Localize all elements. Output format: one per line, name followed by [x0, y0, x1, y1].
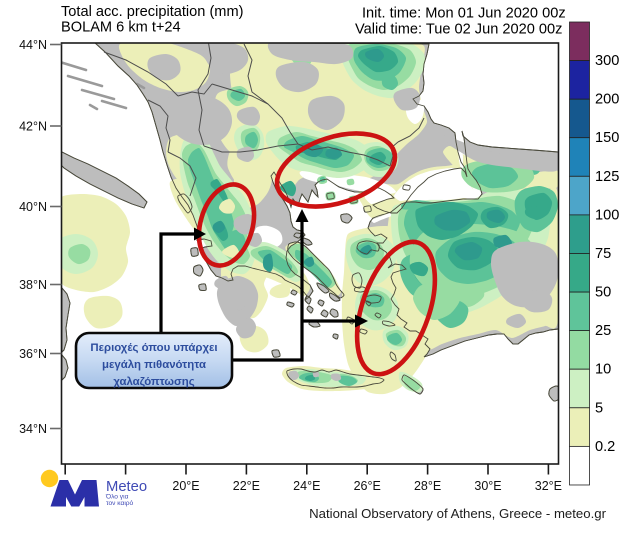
svg-text:38°N: 38°N — [19, 278, 47, 292]
svg-text:32°E: 32°E — [535, 479, 562, 493]
svg-text:30°E: 30°E — [474, 479, 501, 493]
svg-text:300: 300 — [595, 53, 619, 69]
svg-text:20°E: 20°E — [172, 479, 199, 493]
svg-text:Init. time: Mon 01 Jun 2020 00: Init. time: Mon 01 Jun 2020 00z — [362, 6, 566, 22]
svg-text:Meteo: Meteo — [106, 479, 147, 495]
svg-text:40°N: 40°N — [19, 200, 47, 214]
svg-text:μεγάλη πιθανότητα: μεγάλη πιθανότητα — [102, 359, 206, 371]
svg-text:42°N: 42°N — [19, 120, 47, 134]
svg-text:36°N: 36°N — [19, 347, 47, 361]
svg-text:44°N: 44°N — [19, 38, 47, 52]
svg-text:150: 150 — [595, 130, 619, 146]
svg-text:Περιοχές όπου υπάρχει: Περιοχές όπου υπάρχει — [90, 342, 217, 354]
svg-text:Όλο για: Όλο για — [105, 494, 129, 501]
svg-text:26°E: 26°E — [354, 479, 381, 493]
svg-text:28°E: 28°E — [414, 479, 441, 493]
svg-text:100: 100 — [595, 207, 619, 223]
svg-text:Total acc. precipitation (mm): Total acc. precipitation (mm) — [61, 4, 243, 20]
svg-text:Valid time: Tue 02 Jun 2020 00: Valid time: Tue 02 Jun 2020 00z — [355, 22, 562, 38]
svg-text:0.2: 0.2 — [595, 439, 615, 455]
svg-text:22°E: 22°E — [233, 479, 260, 493]
svg-text:5: 5 — [595, 400, 603, 416]
svg-text:National Observatory of Athens: National Observatory of Athens, Greece -… — [309, 506, 606, 521]
svg-text:24°E: 24°E — [293, 479, 320, 493]
svg-text:200: 200 — [595, 92, 619, 108]
svg-text:BOLAM 6 km t+24: BOLAM 6 km t+24 — [61, 20, 181, 36]
svg-text:10: 10 — [595, 362, 611, 378]
svg-text:75: 75 — [595, 246, 611, 262]
svg-text:25: 25 — [595, 323, 611, 339]
svg-text:τον καιρό: τον καιρό — [106, 499, 134, 507]
svg-text:50: 50 — [595, 285, 611, 301]
svg-text:125: 125 — [595, 169, 619, 185]
svg-text:χαλαζόπτωσης: χαλαζόπτωσης — [113, 376, 194, 388]
svg-text:34°N: 34°N — [19, 422, 47, 436]
